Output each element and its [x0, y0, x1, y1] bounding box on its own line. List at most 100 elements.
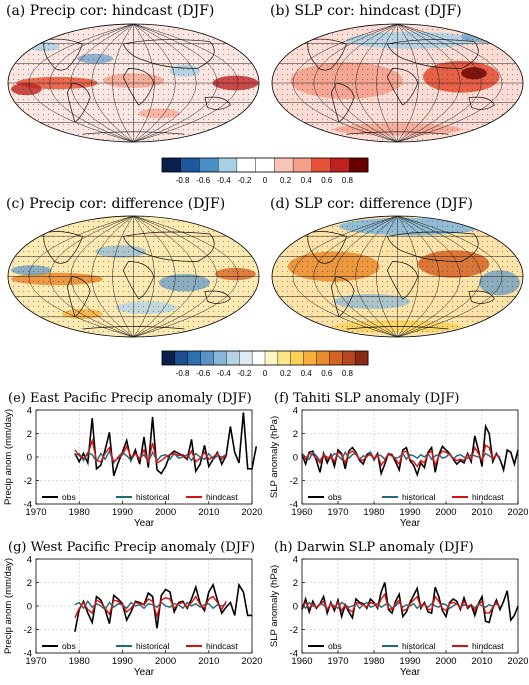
coastline: [386, 261, 419, 300]
legend-label-hindcast: hindcast: [206, 492, 238, 502]
coastline: [66, 276, 91, 318]
chart-g: (g) West Pacific Precip anomaly (DJF) 197…: [3, 540, 262, 678]
colorbar-swatch: [255, 157, 275, 173]
y-tick-label: -2: [290, 625, 298, 636]
coastline: [204, 290, 231, 304]
map-title-b: (b) SLP cor: hindcast (DJF): [270, 3, 462, 19]
map-panel-b: [271, 23, 524, 143]
chart-title: (f) Tahiti SLP anomaly (DJF): [274, 391, 459, 406]
series-line-hindcast: [74, 437, 227, 465]
colorbar-tick-label: 0.4: [301, 176, 313, 185]
x-axis-label: Year: [134, 667, 155, 678]
y-tick-label: 0: [293, 453, 298, 464]
x-tick-label: 2010: [198, 507, 219, 518]
map-border: [7, 23, 260, 143]
coastline: [386, 39, 479, 69]
x-tick-label: 1980: [69, 656, 90, 667]
coastline: [307, 231, 347, 264]
series-line-obs: [74, 412, 258, 477]
x-tick-label: 2010: [471, 507, 492, 518]
colorbar-swatch: [180, 157, 200, 173]
x-tick-label: 1980: [363, 656, 384, 667]
y-tick-label: 0: [27, 453, 32, 464]
x-tick-label: 1960: [291, 507, 312, 518]
y-tick-label: -4: [290, 649, 298, 660]
coastline: [122, 231, 215, 262]
coastline: [468, 290, 495, 304]
colorbar-tick-label: -0.4: [217, 176, 231, 185]
y-tick-label: -2: [24, 625, 32, 636]
coastline: [468, 96, 495, 110]
x-tick-label: 2020: [241, 656, 262, 667]
legend-label-obs: obs: [62, 641, 76, 651]
map-border: [7, 215, 260, 338]
coastline: [122, 68, 155, 106]
map-border: [271, 215, 524, 338]
colorbar-swatch: [174, 350, 189, 366]
x-tick-label: 2000: [155, 656, 176, 667]
colorbar-top: -0.8 -0.6 -0.4 -0.2 0 0.2 0.4 0.6 0.8: [161, 157, 369, 185]
colorbar-tick-label: 0.6: [321, 176, 333, 185]
coastline: [82, 326, 185, 330]
colorbar-swatch: [217, 157, 238, 173]
x-tick-label: 1970: [327, 507, 348, 518]
y-tick-label: 4: [27, 406, 32, 417]
series-line-obs: [74, 582, 252, 632]
colorbar-bottom: -0.8 -0.6 -0.4 -0.2 0 0.2 0.4 0.6 0.8: [161, 350, 369, 378]
x-tick-label: 2020: [507, 507, 528, 518]
colorbar-frame: [161, 350, 369, 366]
map-border: [271, 23, 524, 143]
x-axis-label: Year: [400, 667, 421, 678]
coastline: [122, 261, 155, 300]
x-tick-label: 1970: [327, 656, 348, 667]
legend-label-obs: obs: [62, 492, 76, 502]
series-line-historical: [301, 450, 501, 462]
y-tick-label: -2: [290, 476, 298, 487]
colorbar-swatch: [187, 350, 202, 366]
colorbar-tick-label: -0.8: [176, 176, 190, 185]
y-tick-label: 0: [293, 602, 298, 613]
map-title-d: (d) SLP cor: difference (DJF): [270, 196, 473, 212]
legend-label-historical: historical: [402, 492, 436, 502]
y-tick-label: 2: [27, 578, 32, 589]
y-tick-label: -4: [290, 500, 298, 511]
colorbar-swatch: [329, 350, 343, 366]
y-axis-label: SLP anomaly (hPa): [269, 416, 280, 498]
x-axis-label: Year: [134, 518, 155, 529]
legend-label-hindcast: hindcast: [472, 641, 504, 651]
coastline: [82, 131, 185, 135]
colorbar-tick-label: 0.8: [342, 176, 354, 185]
colorbar-tick-label: 0.2: [280, 176, 292, 185]
legend-label-obs: obs: [328, 641, 342, 651]
x-tick-label: 1990: [112, 656, 133, 667]
x-tick-label: 2000: [155, 507, 176, 518]
colorbar-tick-label: -0.6: [196, 176, 210, 185]
series-line-obs: [301, 582, 519, 624]
chart-e: (e) East Pacific Precip anomaly (DJF) 197…: [3, 391, 262, 529]
colorbar-swatch: [349, 157, 369, 173]
legend-label-hindcast: hindcast: [472, 492, 504, 502]
y-tick-label: 2: [293, 429, 298, 440]
map-panel-a: [7, 23, 260, 143]
legend-label-obs: obs: [328, 492, 342, 502]
y-tick-label: -2: [24, 476, 32, 487]
x-tick-label: 1980: [69, 507, 90, 518]
x-tick-label: 1990: [399, 656, 420, 667]
coastline: [386, 231, 479, 262]
colorbar-swatch: [199, 157, 219, 173]
coastline: [346, 326, 449, 330]
y-tick-label: -4: [24, 500, 32, 511]
colorbar-swatch: [354, 350, 369, 366]
coastline: [122, 39, 215, 69]
chart-h: (h) Darwin SLP anomaly (DJF) 1960 1970 1980…: [269, 540, 528, 678]
coastline: [43, 38, 83, 71]
colorbar-tick-label: -0.4: [217, 369, 231, 378]
coastline: [204, 96, 231, 110]
x-tick-label: 1970: [25, 656, 46, 667]
colorbar-tick-label: -0.8: [176, 369, 190, 378]
colorbar-swatch: [239, 350, 253, 366]
y-tick-label: 2: [27, 429, 32, 440]
colorbar-swatch: [161, 157, 182, 173]
colorbar-swatch: [316, 350, 330, 366]
coastline: [66, 82, 91, 123]
